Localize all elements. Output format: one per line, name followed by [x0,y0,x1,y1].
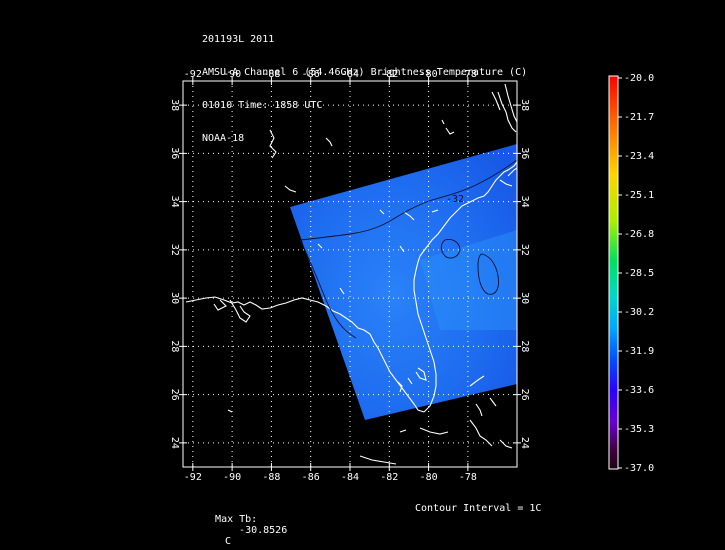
lon-label-bottom: -92 [184,472,202,483]
lon-label-top: -78 [459,69,477,80]
lat-label-right: 36 [519,147,530,159]
lat-label-right: 32 [519,244,530,256]
colorbar-tick-label: -20.0 [624,73,654,84]
colorbar-tick-label: -28.5 [624,268,654,279]
coastline [185,83,517,465]
lon-label-top: -90 [223,69,241,80]
lon-label-top: -84 [341,69,359,80]
amsu-swath [290,144,517,420]
lon-label-top: -86 [302,69,320,80]
lon-label-bottom: -78 [459,472,477,483]
lon-label-bottom: -90 [223,472,241,483]
lon-label-top: -92 [184,69,202,80]
colorbar-tick-label: -33.6 [624,385,654,396]
lat-label-right: 30 [519,292,530,304]
lat-label-left: 28 [169,340,180,352]
map-axes: -92 -92 -90 -90 -88 -88 -86 -86 -84 -84 -82 -82 -80 -… [169,69,530,483]
colorbar-tick-label: -31.9 [624,346,654,357]
lat-label-left: 26 [169,389,180,401]
lat-label-right: 28 [519,340,530,352]
lat-label-left: 34 [169,196,180,208]
lat-label-right: 38 [519,99,530,111]
lon-label-top: -80 [420,69,438,80]
max-tb-unit: C [225,536,232,547]
colorbar-tick-label: -26.8 [624,229,654,240]
colorbar-tick-label: -35.3 [624,424,654,435]
lat-label-left: 24 [169,437,180,449]
storm-id-line: 201193L 2011 [202,34,275,45]
lat-label-right: 26 [519,389,530,401]
lon-label-bottom: -86 [302,472,320,483]
contour-label: -32 [446,194,464,205]
lat-label-left: 32 [169,244,180,256]
lon-label-top: -88 [262,69,280,80]
lon-label-top: -82 [380,69,398,80]
lon-label-bottom: -82 [380,472,398,483]
colorbar-tick-label: -30.2 [624,307,654,318]
lon-label-bottom: -84 [341,472,359,483]
lat-label-right: 24 [519,437,530,449]
colorbar-tick-label: -37.0 [624,463,654,474]
lat-lon-grid [183,81,517,467]
lat-label-right: 34 [519,196,530,208]
colorbar-labels: -20.0 -21.7 -23.4 -25.1 -26.8 -28.5 -30.2 -31.9… [618,73,654,474]
max-tb-label: Max Tb: [215,514,258,525]
satellite-line: NOAA-18 [202,133,245,144]
colorbar-tick-label: -25.1 [624,190,654,201]
product-title-line: AMSU-A Channel 6 (54.46GHz) Brightness T… [202,67,528,78]
contour-interval: Contour Interval = 1C [415,503,542,514]
lon-label-bottom: -88 [262,472,280,483]
temperature-contours [299,159,517,339]
lat-label-left: 38 [169,99,180,111]
max-tb-readout: Max Tb: -30.8526 C [203,503,287,547]
lat-label-left: 30 [169,292,180,304]
lat-label-left: 36 [169,147,180,159]
max-tb-value: -30.8526 [239,525,288,536]
colorbar [608,75,619,470]
colorbar-tick-label: -21.7 [624,112,654,123]
colorbar-tick-label: -23.4 [624,151,654,162]
lon-label-bottom: -80 [420,472,438,483]
